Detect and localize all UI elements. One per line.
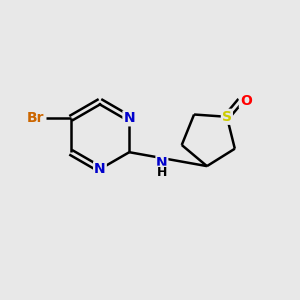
Text: N: N [156, 156, 168, 170]
Text: S: S [222, 110, 232, 124]
Text: N: N [94, 162, 106, 176]
Text: N: N [124, 111, 135, 125]
Text: Br: Br [27, 111, 44, 125]
Text: O: O [240, 94, 252, 108]
Text: H: H [157, 166, 168, 179]
